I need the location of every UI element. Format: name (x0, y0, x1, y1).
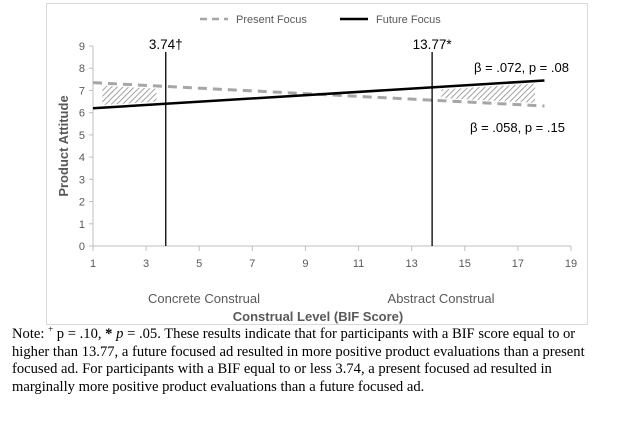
y-tick-label: 2 (79, 197, 85, 209)
y-tick-label: 0 (79, 241, 85, 253)
x-tick-label: 13 (406, 258, 418, 270)
annotation-present-beta: β = .058, p = .15 (470, 120, 565, 135)
region-label-concrete: Concrete Construal (148, 291, 260, 306)
x-tick-label: 7 (249, 258, 255, 270)
y-tick-label: 6 (79, 108, 85, 120)
vertical-line-label-13-77: 13.77* (413, 37, 453, 52)
note-p-italic: p (116, 326, 124, 342)
y-tick-label: 8 (79, 63, 85, 75)
note-prefix: Note: (12, 326, 49, 342)
x-tick-label: 5 (196, 258, 202, 270)
chart-frame (46, 3, 588, 325)
chart: Present Focus Future Focus 1 3 5 7 9 11 13 15 17… (46, 3, 588, 325)
y-tick-label: 5 (79, 130, 85, 142)
y-tick-label: 4 (79, 152, 85, 164)
series-line-future-focus (92, 79, 545, 110)
y-axis-title: Product Attitude (56, 95, 71, 196)
x-tick-label: 3 (143, 258, 149, 270)
y-tick-label: 3 (79, 174, 85, 186)
x-axis-title: Construal Level (BIF Score) (233, 309, 403, 324)
note-body: These results indicate that for particip… (12, 326, 585, 395)
note-p05: = .05. (123, 326, 165, 342)
x-tick-label: 19 (565, 258, 577, 270)
hatched-region-abstract (441, 83, 536, 103)
y-tick-label: 1 (79, 219, 85, 231)
x-tick-label: 15 (459, 258, 471, 270)
annotation-future-beta: β = .072, p = .08 (474, 60, 569, 75)
y-tick-label: 9 (79, 41, 85, 53)
y-tick-label: 7 (79, 85, 85, 97)
legend: Present Focus Future Focus (200, 14, 441, 26)
x-tick-label: 9 (302, 258, 308, 270)
figure-note: Note: + p = .10, * p = .05. These result… (12, 324, 616, 396)
x-tick-label: 1 (90, 258, 96, 270)
legend-label-future: Future Focus (376, 14, 441, 26)
note-p10: p = .10, (53, 326, 106, 342)
vertical-line-label-3-74: 3.74† (149, 37, 183, 52)
x-tick-label: 17 (512, 258, 524, 270)
hatched-region-concrete (102, 85, 157, 105)
legend-label-present: Present Focus (236, 14, 307, 26)
note-dagger-symbol: + (48, 324, 54, 335)
region-label-abstract: Abstract Construal (388, 291, 495, 306)
note-star-symbol: * (105, 326, 113, 342)
x-tick-label: 11 (353, 258, 364, 270)
